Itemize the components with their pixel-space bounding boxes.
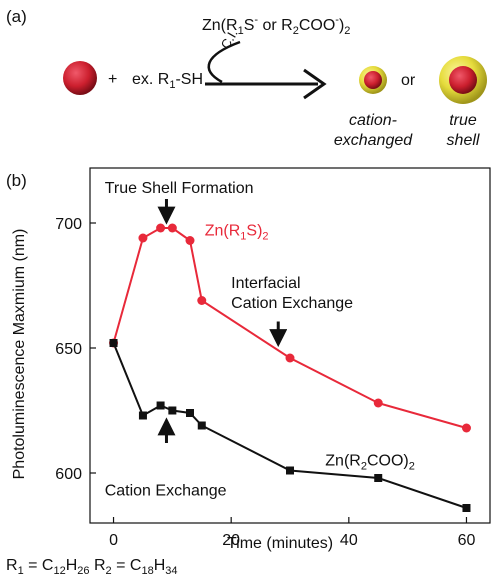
plot-frame bbox=[89, 167, 491, 524]
product2-label-line2: shell bbox=[447, 132, 480, 149]
reagent-label: Zn(R1S- or R2COO-)2 bbox=[202, 14, 350, 37]
series-2-point bbox=[462, 504, 471, 512]
series-1-point bbox=[138, 233, 148, 243]
cation-exchanged-particle-core bbox=[364, 71, 382, 89]
curved-feed-arrow bbox=[207, 40, 241, 84]
series-1-point bbox=[461, 423, 471, 433]
x-tick-label: 20 bbox=[222, 532, 240, 549]
annotation-text-2: Interfacial bbox=[231, 275, 300, 292]
scheme-panel: (a) + ex. R1-SH Zn(R1S- or R2COO-)2 C.I.… bbox=[6, 7, 487, 149]
x-tick-label: 40 bbox=[340, 532, 358, 549]
x-tick-label: 0 bbox=[109, 532, 118, 549]
panel-a-label: (a) bbox=[6, 7, 27, 26]
or-label: or bbox=[401, 72, 416, 89]
x-axis-ticks: 0 20 40 60 bbox=[109, 517, 475, 549]
series-1-point bbox=[185, 236, 195, 245]
series-2-point bbox=[109, 339, 118, 347]
y-axis-ticks: 600 650 700 bbox=[55, 216, 96, 483]
series-2-point bbox=[186, 409, 194, 417]
series-2-point bbox=[138, 411, 147, 420]
series-label-1: Zn(R1S)2 bbox=[205, 223, 269, 243]
red-nanocrystal bbox=[63, 61, 97, 95]
y-axis-title: Photoluminescence Maxmium (nm) bbox=[11, 229, 28, 480]
series-1-point bbox=[373, 398, 383, 408]
annotation-text-3: Cation Exchange bbox=[105, 483, 227, 500]
x-tick-label: 60 bbox=[458, 532, 476, 549]
series-labels: Zn(R1S)2 Zn(R2COO)2 bbox=[205, 223, 415, 473]
true-shell-particle-core bbox=[449, 66, 477, 94]
series-1-point bbox=[156, 223, 166, 233]
product1-label-line1: cation- bbox=[349, 112, 397, 129]
series-line-1 bbox=[112, 227, 467, 429]
series-2-point bbox=[168, 406, 177, 415]
reaction-arrow-head bbox=[303, 68, 327, 100]
product1-label-line2: exchanged bbox=[334, 132, 413, 149]
series-1-point bbox=[197, 296, 207, 305]
product2-label-line1: true bbox=[449, 112, 477, 129]
annotation-text-1: True Shell Formation bbox=[105, 180, 254, 197]
series-2-point bbox=[286, 466, 294, 475]
x-axis-title: Time (minutes) bbox=[227, 535, 333, 552]
y-tick-label: 700 bbox=[55, 216, 82, 233]
series-2-point bbox=[374, 474, 383, 482]
series-1-point bbox=[167, 223, 177, 233]
thiol-label: ex. R1-SH bbox=[132, 71, 203, 91]
y-tick-label: 650 bbox=[55, 341, 82, 358]
series-label-2: Zn(R2COO)2 bbox=[325, 453, 415, 473]
series-2-point bbox=[156, 401, 165, 410]
plot-area: 0 20 40 60 600 650 700 True Shell Formation In… bbox=[55, 167, 491, 549]
footnote: R1 = C12H26 R2 = C18H34 bbox=[6, 557, 178, 577]
annotation-layer: True Shell Formation Interfacial Cation Ex… bbox=[105, 180, 353, 500]
plus-sign: + bbox=[108, 71, 117, 88]
annotation-text-2: Cation Exchange bbox=[231, 295, 353, 312]
panel-b-label: (b) bbox=[6, 171, 27, 190]
series-2-point bbox=[197, 421, 206, 430]
series-1-point bbox=[285, 353, 295, 363]
series-layer bbox=[109, 223, 471, 512]
y-tick-label: 600 bbox=[55, 466, 82, 483]
